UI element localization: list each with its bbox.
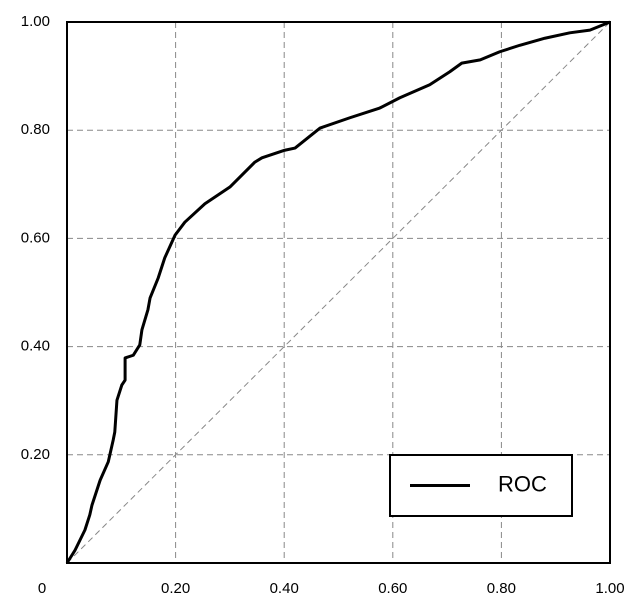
x-tick-label: 0.60: [378, 580, 407, 597]
x-tick-label: 1.00: [595, 580, 624, 597]
diagonal: [66, 21, 611, 564]
y-tick-label: 0.80: [21, 121, 50, 138]
x-tick-label: 0: [38, 580, 46, 597]
y-tick-label: 0.20: [21, 446, 50, 463]
y-tick-label: 0.40: [21, 338, 50, 355]
plot-frame: [66, 21, 611, 564]
legend-label: ROC: [498, 471, 547, 496]
roc-line: [65, 20, 611, 564]
y-tick-label: 1.00: [21, 13, 50, 30]
y-tick-label: 0.60: [21, 229, 50, 246]
x-tick-label: 0.80: [487, 580, 516, 597]
x-tick-label: 0.40: [270, 580, 299, 597]
x-tick-label: 0.20: [161, 580, 190, 597]
